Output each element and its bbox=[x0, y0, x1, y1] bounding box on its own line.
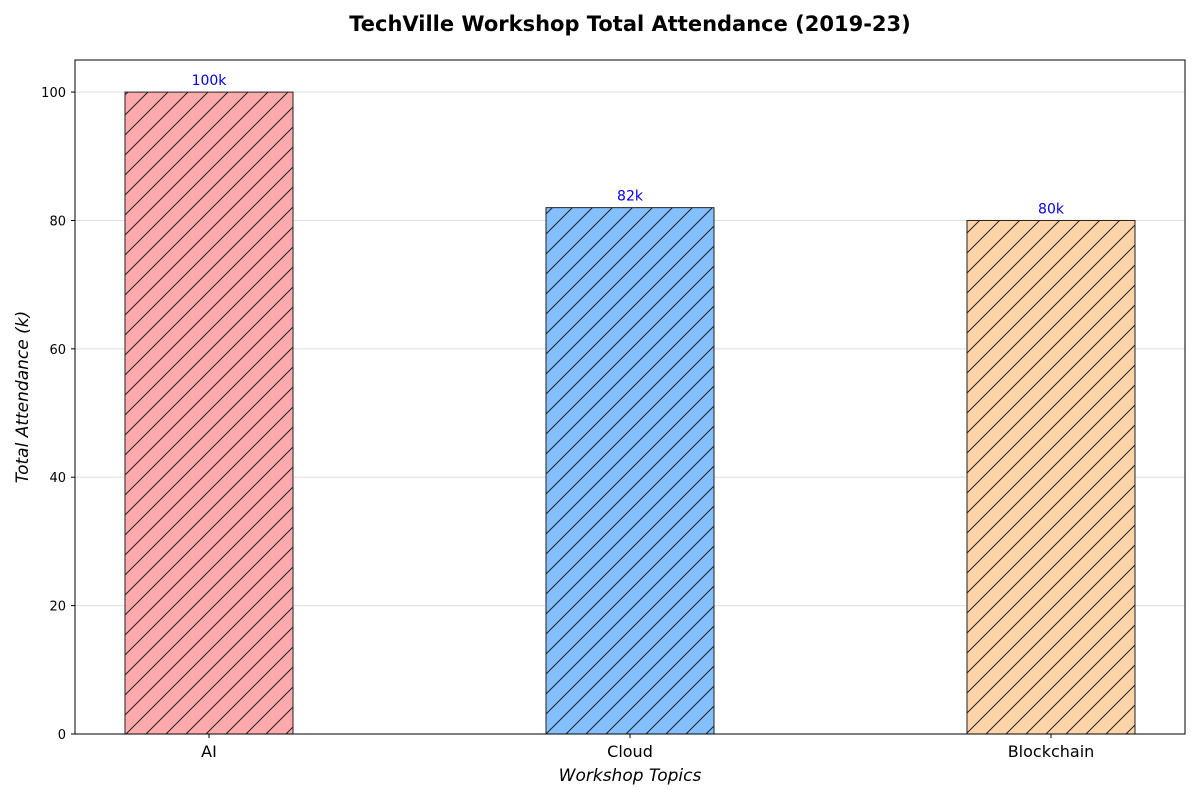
x-axis: AI Cloud Blockchain bbox=[201, 734, 1094, 761]
bars bbox=[124, 91, 1136, 735]
x-tick-label: AI bbox=[201, 742, 217, 761]
data-label: 80k bbox=[1038, 201, 1065, 217]
y-tick-label: 60 bbox=[49, 343, 66, 358]
y-axis: 0 20 40 60 80 100 bbox=[41, 86, 75, 743]
x-tick-label: Blockchain bbox=[1008, 742, 1095, 761]
y-tick-label: 100 bbox=[41, 86, 66, 101]
data-label: 100k bbox=[192, 73, 228, 89]
y-axis-label: Total Attendance (k) bbox=[13, 311, 33, 483]
data-label: 82k bbox=[617, 189, 644, 205]
y-tick-label: 20 bbox=[49, 600, 66, 615]
y-tick-label: 80 bbox=[49, 214, 66, 229]
x-axis-label: Workshop Topics bbox=[559, 766, 702, 786]
chart-title: TechVille Workshop Total Attendance (201… bbox=[349, 12, 911, 36]
y-tick-label: 0 bbox=[58, 728, 66, 743]
x-tick-label: Cloud bbox=[607, 742, 653, 761]
bar-blockchain bbox=[966, 219, 1136, 735]
data-labels: 100k 82k 80k bbox=[192, 73, 1065, 217]
bar-cloud bbox=[545, 207, 715, 735]
y-tick-label: 40 bbox=[49, 471, 66, 486]
bar-ai bbox=[124, 91, 294, 735]
